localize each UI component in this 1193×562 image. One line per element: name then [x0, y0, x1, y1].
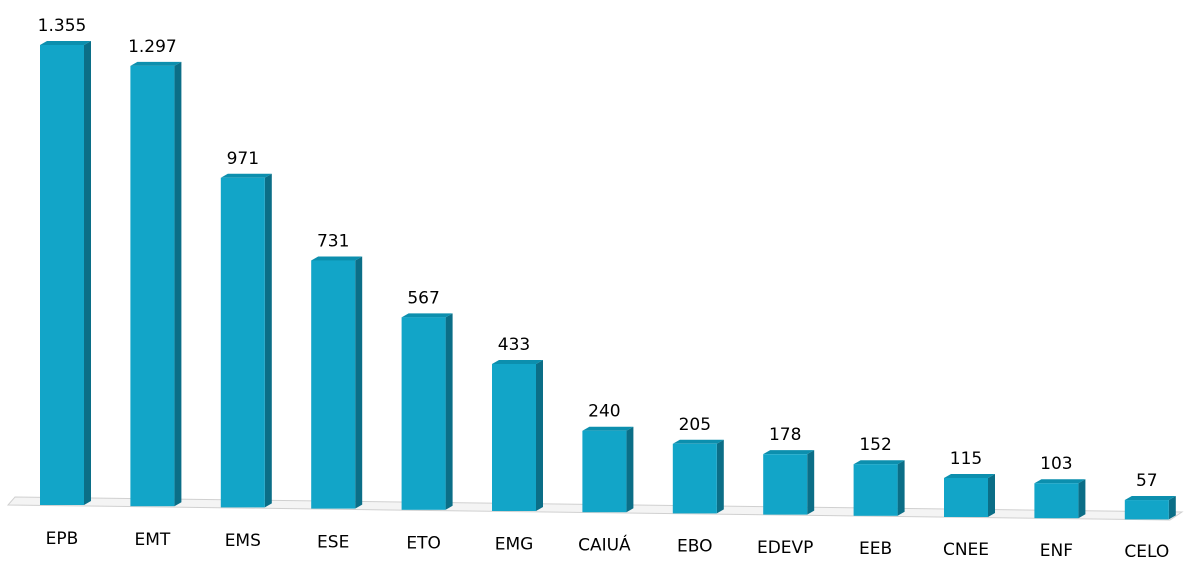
value-label: 115: [950, 449, 982, 469]
bar-top: [853, 460, 905, 465]
bar: [311, 260, 356, 509]
bar-top: [220, 173, 272, 178]
bar: [1124, 500, 1169, 520]
bar-top: [492, 360, 543, 365]
bar: [853, 464, 898, 516]
x-tick-label: CNEE: [943, 540, 989, 558]
bar-top: [944, 473, 995, 478]
bar-side: [716, 439, 724, 514]
value-label: 1.355: [38, 16, 87, 36]
value-label: 178: [769, 425, 801, 445]
bar-side: [84, 41, 91, 505]
bar: [763, 454, 808, 515]
bar-side: [445, 313, 453, 510]
bar-top: [311, 256, 363, 261]
bar: [944, 477, 988, 517]
x-tick-label: EPB: [46, 529, 79, 549]
bar: [582, 430, 627, 513]
bar-side: [988, 473, 995, 517]
x-tick-label: ETO: [406, 533, 441, 553]
x-tick-label: EMT: [135, 530, 171, 550]
bar-side: [807, 450, 815, 515]
bar-side: [626, 426, 634, 513]
bar: [672, 443, 717, 514]
value-label: 205: [679, 415, 711, 435]
bar: [492, 364, 536, 511]
bar: [401, 317, 446, 510]
x-tick-label: ENF: [1040, 541, 1073, 558]
value-label: 152: [859, 435, 891, 455]
x-tick-label: EBO: [677, 537, 713, 557]
bar-side: [264, 173, 272, 508]
x-tick-label: EDEVP: [757, 538, 813, 558]
bar-top: [1034, 479, 1086, 484]
bar-side: [536, 360, 543, 511]
x-tick-label: EMS: [225, 531, 261, 551]
bar-top: [582, 426, 634, 431]
value-label: 731: [317, 231, 349, 251]
bar: [40, 45, 84, 505]
value-label: 240: [588, 402, 620, 422]
x-tick-label: ESE: [317, 532, 349, 552]
bar-side: [355, 256, 363, 509]
bar-side: [897, 460, 905, 516]
bar: [130, 65, 175, 507]
bar-top: [401, 313, 453, 318]
bar-side: [1078, 479, 1086, 519]
x-tick-label: CAIUÁ: [578, 534, 631, 556]
value-label: 433: [498, 335, 530, 355]
bar-top: [763, 450, 815, 455]
value-label: 103: [1040, 454, 1072, 474]
value-label: 567: [407, 288, 439, 308]
x-tick-label: EEB: [859, 539, 892, 558]
value-label: 57: [1136, 471, 1158, 491]
value-label: 971: [227, 149, 259, 169]
bar: [220, 177, 265, 508]
bar-side: [1168, 496, 1176, 520]
bar-top: [1124, 496, 1176, 501]
x-tick-label: EMG: [495, 535, 534, 555]
bar-top: [130, 61, 182, 66]
x-tick-label: CELO: [1124, 542, 1169, 558]
value-label: 1.297: [128, 37, 177, 57]
bar-top: [40, 41, 91, 45]
bar-top: [672, 439, 724, 444]
bar: [1034, 483, 1079, 519]
bar-side: [174, 61, 182, 507]
